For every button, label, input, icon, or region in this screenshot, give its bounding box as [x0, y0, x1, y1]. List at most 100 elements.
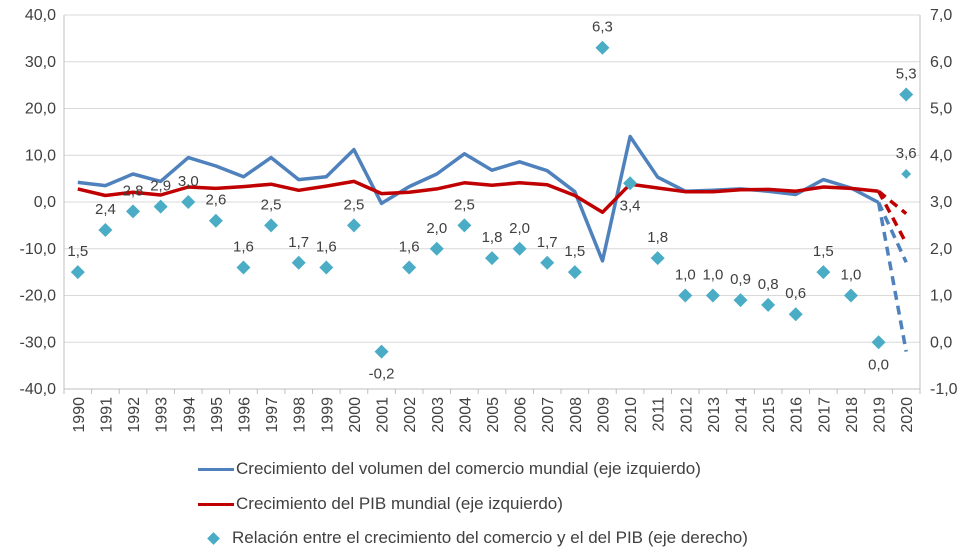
gdp-projection-pesimista [877, 190, 908, 244]
legend-label-trade: Crecimiento del volumen del comercio mun… [236, 459, 701, 478]
y-right-tick-label: 3,0 [930, 194, 952, 211]
ratio-label: 1,7 [537, 234, 558, 251]
ratio-point [236, 260, 251, 275]
legend-swatch-ratio-diamond-icon [207, 531, 220, 545]
ratio-label: 3,0 [178, 173, 199, 190]
ratio-label: 1,5 [564, 243, 585, 260]
ratio-point [346, 218, 361, 233]
ratio-label: 1,6 [233, 238, 254, 255]
x-tick-label: 2000 [347, 397, 364, 433]
x-tick-label: 2012 [678, 397, 695, 433]
ratio-point [678, 288, 693, 303]
x-tick-label: 1991 [98, 397, 115, 433]
ratio-label: 0,6 [785, 285, 806, 302]
ratio-label: 2,5 [344, 196, 365, 213]
series-lines [77, 134, 908, 352]
ratio-point [402, 260, 417, 275]
ratio-point [623, 176, 638, 191]
ratio-label: 2,4 [95, 201, 116, 218]
ratio-point [843, 288, 858, 303]
legend-item-ratio: Relación entre el crecimiento del comerc… [198, 528, 748, 548]
ratio-point [485, 251, 499, 266]
y-left-ticks: 40,0 30,0 20,0 10,0 0,0 -10,0 -20,0 -30,0 -40,0 [20, 7, 57, 398]
ratio-label: 1,0 [702, 267, 723, 284]
trade-projection-pesimista [876, 202, 908, 352]
ratio-point [512, 241, 527, 256]
ratio-point [208, 213, 223, 228]
x-tick-label: 1995 [209, 397, 226, 433]
ratio-point-extra [901, 169, 912, 179]
ratio-label: 1,8 [482, 229, 503, 246]
x-tick-label: 1993 [154, 397, 171, 433]
x-tick-label: 2005 [485, 397, 502, 433]
ratio-label: 1,7 [288, 234, 309, 251]
ratio-point [429, 241, 444, 256]
ratio-label: 1,6 [316, 238, 337, 255]
x-tick-label: 2001 [375, 397, 392, 433]
y-right-tick-label: 1,0 [930, 288, 952, 305]
y-left-tick-label: -30,0 [20, 334, 57, 351]
gdp-projection-optimista [877, 189, 908, 216]
x-tick-label: 2003 [430, 397, 447, 433]
x-tick-label: 1997 [264, 397, 281, 433]
ratio-points [70, 40, 914, 359]
ratio-label: 2,0 [426, 220, 447, 237]
ratio-label: 1,5 [813, 243, 834, 260]
legend-label-gdp: Crecimiento del PIB mundial (eje izquier… [236, 494, 563, 513]
ratio-point [181, 195, 196, 209]
ratio-point [98, 223, 113, 238]
ratio-point [153, 199, 168, 214]
x-tick-label: 2018 [844, 397, 861, 433]
y-right-tick-label: 2,0 [930, 241, 952, 258]
ratio-label: 1,8 [647, 229, 668, 246]
y-left-tick-label: 0,0 [34, 194, 56, 211]
x-tick-label: 2017 [816, 397, 833, 433]
x-tick-label: 1999 [319, 397, 336, 433]
ratio-label: 6,3 [592, 19, 613, 36]
gdp-line [77, 179, 879, 215]
ratio-label: -0,2 [369, 366, 395, 383]
ratio-point [733, 293, 748, 308]
ratio-point [899, 87, 914, 102]
legend-swatch-gdp [198, 502, 234, 506]
x-tick-label: 1996 [236, 397, 253, 433]
x-tick-label: 1994 [181, 397, 198, 433]
x-tick-label: 2011 [651, 397, 668, 432]
ratio-point [871, 335, 886, 350]
axes [63, 14, 921, 394]
ratio-label: 1,6 [399, 238, 420, 255]
x-tick-label: 2004 [457, 397, 474, 433]
x-tick-label: 2020 [899, 397, 916, 433]
legend-item-trade: Crecimiento del volumen del comercio mun… [198, 459, 701, 479]
ratio-label: 2,6 [205, 192, 226, 209]
y-left-tick-label: -10,0 [20, 241, 57, 258]
legend-label-ratio: Relación entre el crecimiento del comerc… [232, 528, 748, 547]
legend-item-gdp: Crecimiento del PIB mundial (eje izquier… [198, 494, 563, 514]
legend-swatch-trade [198, 467, 234, 471]
y-left-tick-label: 20,0 [25, 101, 56, 118]
y-right-ticks: 7,0 6,0 5,0 4,0 3,0 2,0 1,0 0,0 -1,0 [930, 7, 958, 398]
ratio-label: 1,5 [67, 243, 88, 260]
x-tick-label: 2010 [623, 397, 640, 433]
ratio-point [567, 265, 582, 280]
ratio-labels: 1,5 2,4 2,8 2,9 3,0 2,6 1,6 2,5 1,7 1,6 2,5 -0,2 1,6… [67, 19, 916, 383]
y-right-tick-label: 0,0 [930, 334, 952, 351]
y-right-tick-label: -1,0 [930, 381, 958, 398]
ratio-label: 2,0 [509, 220, 530, 237]
y-left-tick-label: -20,0 [20, 288, 57, 305]
y-right-tick-label: 5,0 [930, 101, 952, 118]
ratio-label: 2,5 [454, 196, 475, 213]
ratio-label: 0,9 [730, 271, 751, 288]
ratio-label: 1,0 [675, 267, 696, 284]
x-tick-label: 2002 [402, 397, 419, 433]
x-tick-label: 2014 [734, 397, 751, 433]
y-right-tick-label: 6,0 [930, 54, 952, 71]
y-left-tick-label: 10,0 [25, 147, 56, 164]
x-tick-label: 2013 [706, 397, 723, 433]
ratio-point [788, 307, 803, 322]
x-ticks: 1990 1991 1992 1993 1994 1995 1996 1997 1998 1999… [71, 397, 916, 433]
ratio-point [291, 255, 306, 270]
ratio-point [264, 218, 279, 233]
x-tick-label: 2015 [761, 397, 778, 433]
ratio-label: 2,8 [123, 182, 144, 199]
